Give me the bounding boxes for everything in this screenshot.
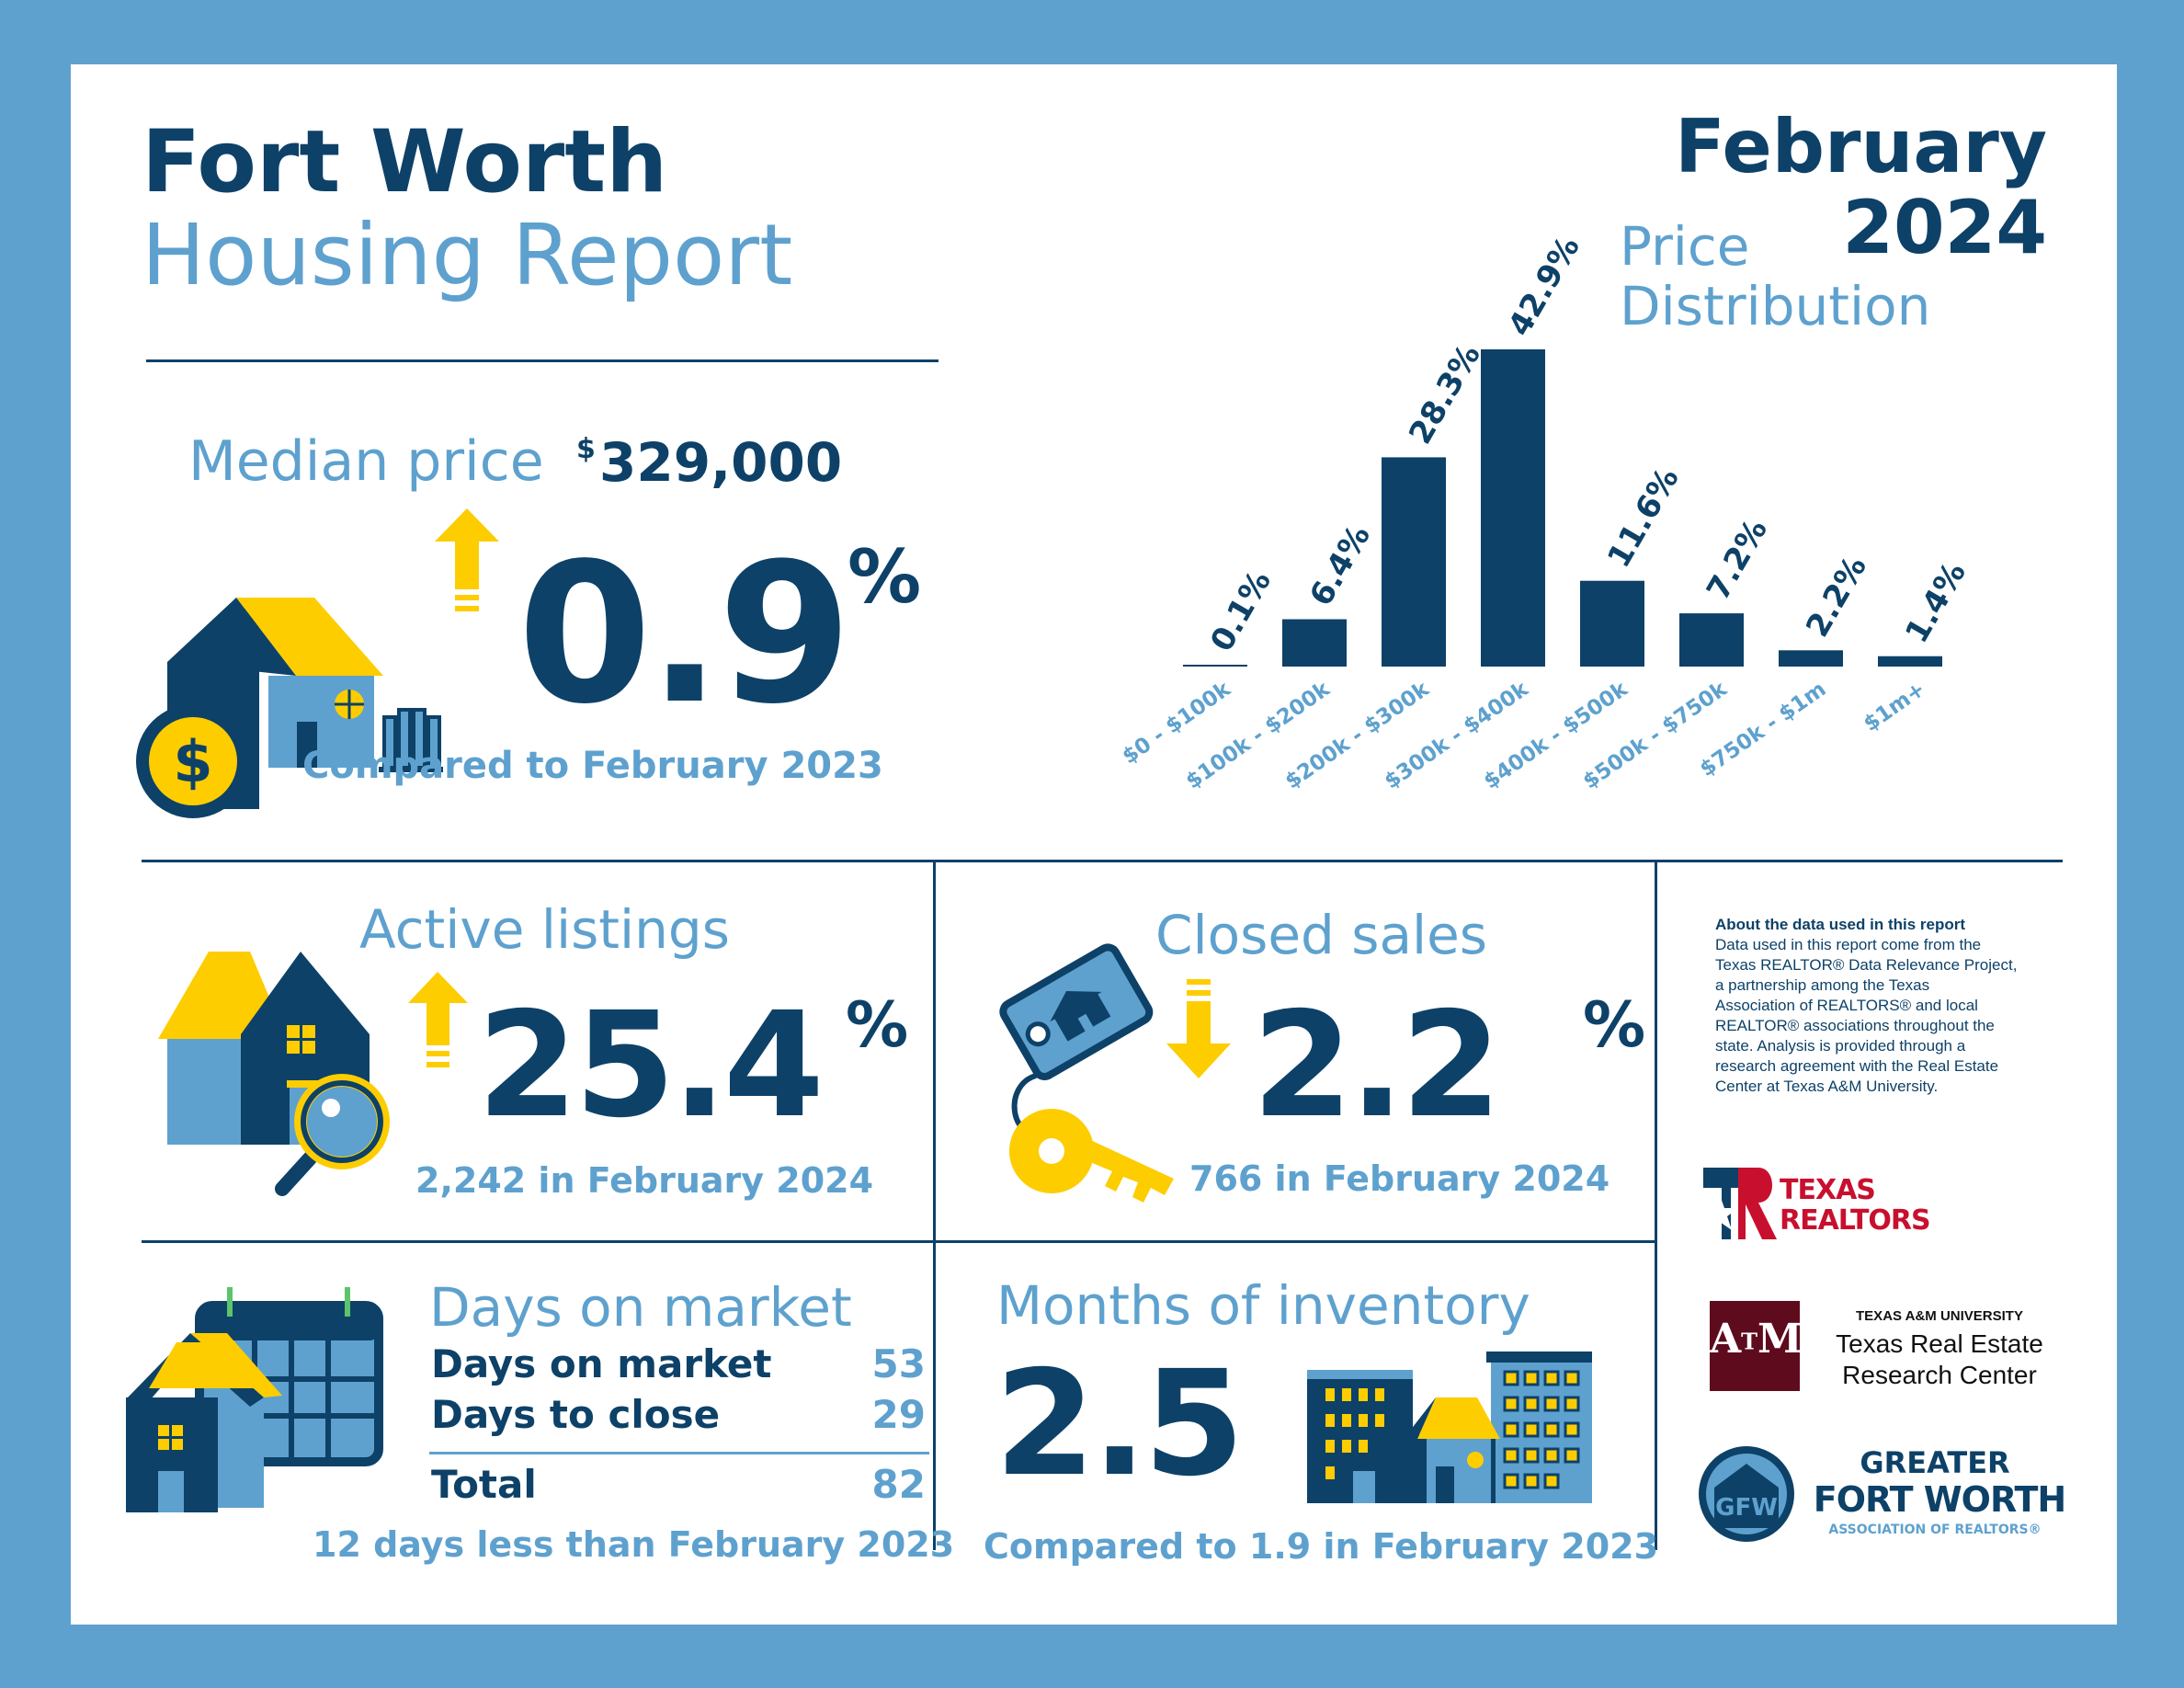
tamu-mark-icon: ATM [1710,1301,1803,1391]
tamu-line2: Research Center [1842,1361,2037,1389]
svg-text:GFW: GFW [1715,1494,1778,1522]
about-line: research agreement with the Real Estate [1715,1057,1999,1075]
year-label: 2024 [1842,185,2047,270]
closed-sales-change-unit: % [1583,989,1646,1062]
section-divider-vertical-1 [933,861,936,1550]
closed-sales-change-value: 2.2 [1252,981,1502,1150]
median-price-value: 329,000 [599,431,843,494]
days-to-close-row-value: 29 [871,1392,926,1437]
section-divider-horizontal-1 [142,860,2063,862]
days-on-market-title: Days on market [429,1276,852,1339]
texas-realtors-logo: TEXAS REALTORS [1703,1168,1942,1241]
closed-sales-title: Closed sales [1155,904,1488,966]
texas-realtors-mark-icon [1703,1168,1777,1239]
texas-realtors-line1: TEXAS [1780,1174,1876,1206]
days-on-market-row-value: 53 [871,1341,926,1386]
price-bar [1878,656,1942,667]
months-inventory-comparison: Compared to 1.9 in February 2023 [984,1526,1659,1567]
price-bar-value-label: 11.6% [1600,462,1687,574]
price-bar-value-label: 7.2% [1700,513,1775,607]
price-bar [1282,619,1347,667]
month-label: February [1675,104,2047,189]
median-price-label: Median price [188,429,544,494]
tamu-logo: ATM TEXAS A&M UNIVERSITY Texas Real Esta… [1710,1301,2077,1393]
texas-realtors-line2: REALTORS [1780,1204,1931,1237]
price-bar-value-label: 2.2% [1799,550,1874,644]
calendar-house-icon [126,1287,383,1512]
about-line: Data used in this report come from the [1715,936,1982,953]
price-bar-value-label: 6.4% [1302,519,1378,612]
median-price-currency: $ [576,433,596,465]
median-change-unit: % [847,534,922,620]
price-bar [1382,457,1446,667]
about-line: REALTOR® associations throughout the [1715,1017,1995,1034]
active-listings-title: Active listings [359,898,730,961]
about-line: Texas REALTOR® Data Relevance Project, [1715,956,2018,974]
days-comparison: 12 days less than February 2023 [313,1524,955,1565]
svg-text:$: $ [173,728,212,795]
active-listings-detail: 2,242 in February 2024 [415,1160,874,1201]
price-bar-value-label: 0.1% [1203,565,1279,658]
gfw-line3: ASSOCIATION OF REALTORS® [1828,1523,2042,1537]
gfw-line2: FORT WORTH [1813,1479,2066,1520]
city-title: Fort Worth [142,112,668,212]
price-bar-value-label: 42.9% [1501,230,1587,342]
title-divider [146,359,938,362]
tamu-top-line: TEXAS A&M UNIVERSITY [1856,1308,2023,1324]
price-bar [1481,349,1545,667]
price-bar-category-label: $1m+ [1860,678,1930,736]
active-listings-change-unit: % [846,989,909,1062]
report-title: Housing Report [142,206,793,304]
price-bar [1580,580,1644,667]
arrow-up-icon [435,508,499,611]
price-bar-value-label: 1.4% [1898,556,1974,650]
months-inventory-title: Months of inventory [996,1274,1530,1337]
price-distribution-title-line2: Distribution [1620,274,1931,337]
price-bar [1183,665,1247,667]
days-to-close-row-label: Days to close [431,1392,721,1437]
arrow-down-icon [1166,979,1231,1078]
arrow-up-icon [408,972,468,1067]
about-data-block: About the data used in this report Data … [1715,915,2101,1097]
about-heading: About the data used in this report [1715,916,1966,933]
gfw-line1: GREATER [1860,1445,2010,1480]
months-inventory-value: 2.5 [995,1340,1245,1509]
about-line: state. Analysis is provided through a [1715,1037,1966,1055]
price-bar [1679,613,1744,667]
section-divider-vertical-2 [1655,861,1657,1550]
price-bar [1779,650,1843,667]
median-comparison: Compared to February 2023 [302,745,883,787]
tamu-line1: Texas Real Estate [1836,1329,2043,1358]
days-total-value: 82 [871,1462,926,1507]
price-distribution-title: Price Distribution [1620,217,1930,336]
about-line: Association of REALTORS® and local [1715,997,1978,1014]
house-search-icon [158,952,390,1196]
report-card: Fort Worth Housing Report February 2024 … [71,64,2117,1625]
greater-fort-worth-logo: GFW GREATER FORT WORTH ASSOCIATION OF RE… [1696,1443,2082,1554]
house-with-dollar-icon: $ [136,598,443,818]
active-listings-change-value: 25.4 [477,981,825,1150]
price-distribution-title-line1: Price [1620,215,1750,278]
median-change-value: 0.9 [518,521,852,747]
days-total-divider [429,1452,929,1454]
section-divider-horizontal-2 [142,1240,1656,1243]
gfw-house-mark-icon: GFW [1699,1446,1794,1542]
key-tag-icon [999,943,1174,1203]
days-total-label: Total [431,1462,537,1507]
about-line: Center at Texas A&M University. [1715,1078,1939,1095]
price-bar-value-label: 28.3% [1402,338,1488,451]
about-line: a partnership among the Texas [1715,976,1930,994]
closed-sales-detail: 766 in February 2024 [1189,1158,1610,1199]
buildings-icon [1307,1352,1592,1503]
days-on-market-row-label: Days on market [431,1341,772,1386]
